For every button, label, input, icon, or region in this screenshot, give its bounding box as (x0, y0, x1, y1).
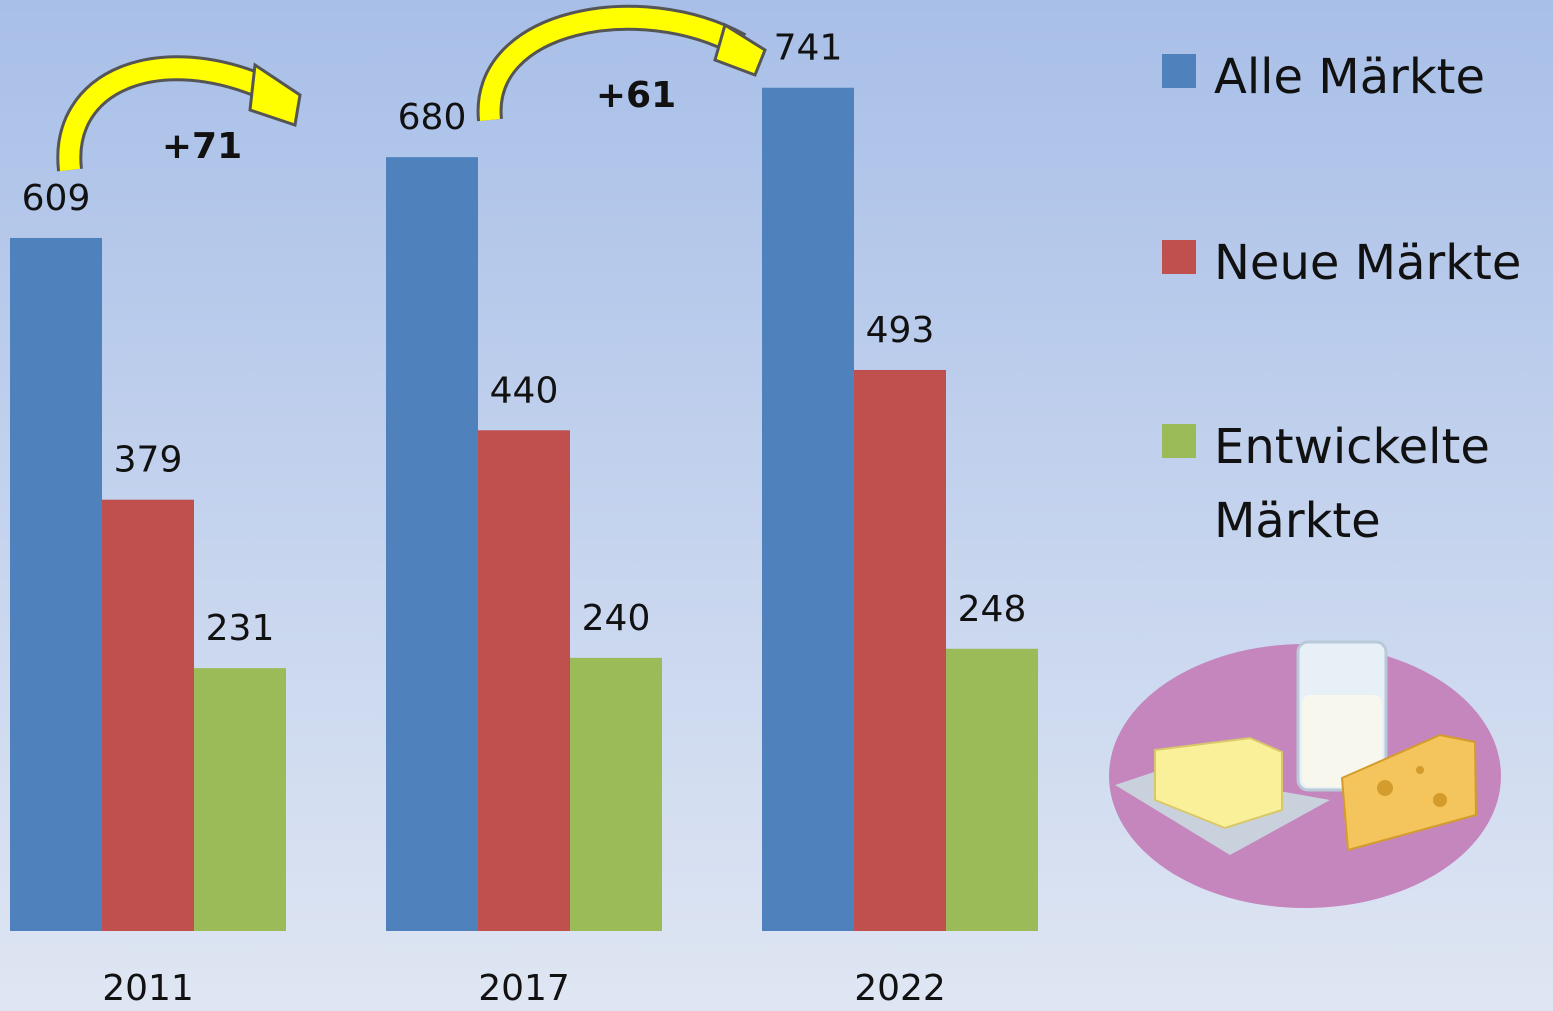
legend-swatch (1162, 424, 1196, 458)
legend-label: Alle Märkte (1214, 40, 1544, 114)
data-label: 231 (206, 608, 275, 649)
data-label: 493 (866, 310, 935, 351)
data-label: 440 (490, 370, 559, 411)
data-label: 248 (958, 589, 1027, 630)
bar (570, 658, 662, 931)
bar (762, 88, 854, 931)
bar (10, 238, 102, 931)
data-label: 741 (774, 28, 843, 69)
annotation: +71 (162, 126, 242, 167)
bar (478, 430, 570, 931)
bar (194, 668, 286, 931)
x-tick-label: 2011 (102, 968, 194, 1009)
data-label: 609 (22, 178, 91, 219)
data-label: 379 (114, 440, 183, 481)
x-tick-label: 2017 (478, 968, 570, 1009)
data-label: 240 (582, 598, 651, 639)
bar (102, 500, 194, 931)
legend-label: Neue Märkte (1214, 226, 1544, 300)
arrow-head (250, 65, 300, 125)
illustration (1109, 642, 1501, 908)
legend-swatch (1162, 240, 1196, 274)
data-label: 680 (398, 97, 467, 138)
bar (386, 157, 478, 931)
legend-label: Entwickelte Märkte (1214, 410, 1544, 558)
chart: +71 +61 609 379 231 2011 680 440 240 2017 741 493… (0, 0, 1553, 1011)
annotation: +61 (596, 75, 676, 116)
x-tick-label: 2022 (854, 968, 946, 1009)
bar (946, 649, 1038, 931)
bar (854, 370, 946, 931)
legend-swatch (1162, 54, 1196, 88)
